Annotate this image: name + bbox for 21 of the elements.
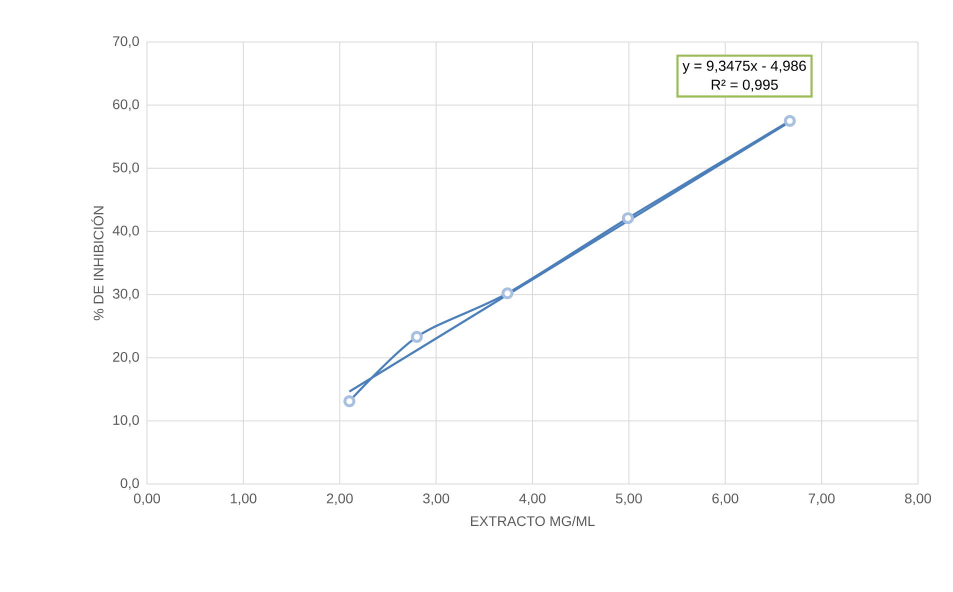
- y-tick-label: 30,0: [112, 288, 139, 300]
- annotation: R² = 0,995: [712, 80, 778, 92]
- x-tick-label: 1,00: [230, 493, 256, 506]
- x-tick-label: 4,00: [519, 493, 546, 506]
- x-tick-label: 7,00: [808, 493, 835, 506]
- x-tick-label: 3,00: [423, 493, 450, 506]
- y-tick-label: 40,0: [112, 226, 139, 238]
- y-tick-label: 10,0: [113, 415, 139, 427]
- annotation: y = 9,3475x - 4,986: [682, 60, 806, 74]
- x-tick-label: 2,00: [326, 493, 353, 506]
- x-tick-label: 6,00: [712, 493, 738, 506]
- x-axis-title: EXTRACTO MG/ML: [471, 516, 595, 526]
- x-tick-label: 0,00: [134, 493, 160, 506]
- y-tick-label: 70,0: [113, 36, 139, 48]
- x-tick-label: 5,00: [616, 493, 642, 506]
- y-tick-label: 20,0: [113, 352, 139, 364]
- y-tick-label: 0,0: [120, 478, 139, 490]
- x-tick-label: 8,00: [905, 493, 932, 506]
- y-tick-label: 50,0: [112, 162, 139, 174]
- y-tick-label: 60,0: [113, 99, 139, 111]
- y-axis-title: % DE INHIBICIÓN: [91, 206, 104, 320]
